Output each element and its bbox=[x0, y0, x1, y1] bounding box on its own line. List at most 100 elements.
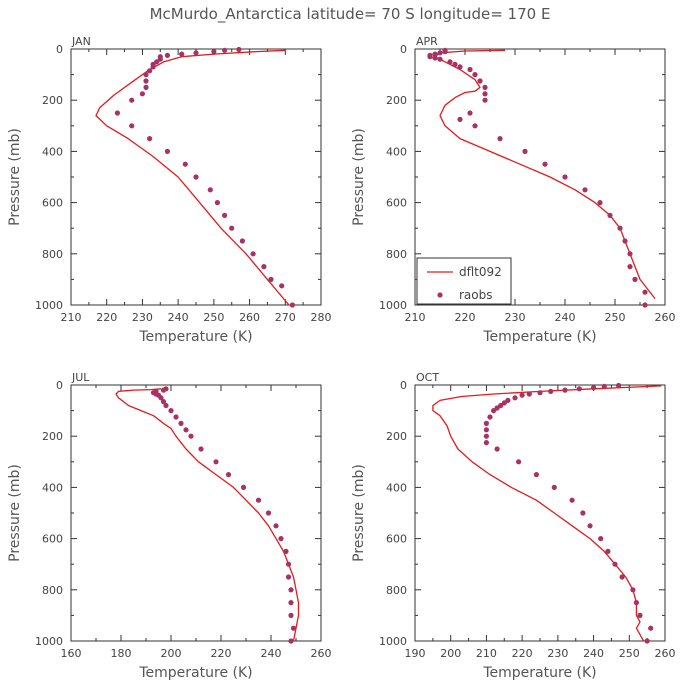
x-tick-label: 240 bbox=[261, 647, 282, 660]
data-point-raobs bbox=[129, 97, 135, 103]
data-point-raobs bbox=[188, 433, 194, 439]
data-point-raobs bbox=[198, 446, 204, 452]
data-point-raobs bbox=[580, 510, 586, 516]
legend-label-model: dflt092 bbox=[459, 265, 502, 279]
x-tick-label: 270 bbox=[275, 311, 296, 324]
data-point-raobs bbox=[457, 64, 463, 70]
data-point-raobs bbox=[516, 459, 522, 465]
series-line-dflt092 bbox=[115, 388, 300, 642]
data-point-raobs bbox=[526, 391, 532, 397]
data-point-raobs bbox=[432, 55, 438, 61]
data-point-raobs bbox=[279, 283, 285, 289]
data-point-raobs bbox=[642, 302, 648, 308]
data-point-raobs bbox=[447, 59, 453, 65]
data-point-raobs bbox=[288, 587, 294, 593]
panel-label: JUL bbox=[71, 371, 90, 384]
data-point-raobs bbox=[482, 91, 488, 97]
data-point-raobs bbox=[477, 78, 483, 84]
panel-apr: 210 220 230 240 250 260 0 200 400 600 800 1000 APR Te… bbox=[351, 35, 676, 345]
data-point-raobs bbox=[236, 46, 242, 53]
x-tick-label: 200 bbox=[161, 647, 182, 660]
x-tick-label: 210 bbox=[61, 311, 82, 324]
data-point-raobs bbox=[154, 59, 160, 65]
data-point-raobs bbox=[644, 638, 650, 644]
data-point-raobs bbox=[442, 47, 448, 53]
data-point-raobs bbox=[239, 238, 245, 244]
x-tick-label: 230 bbox=[505, 311, 526, 324]
data-point-raobs bbox=[164, 148, 170, 154]
data-point-raobs bbox=[129, 123, 135, 129]
data-point-raobs bbox=[157, 54, 163, 60]
data-point-raobs bbox=[114, 110, 120, 116]
y-tick-label: 200 bbox=[42, 94, 63, 107]
y-tick-label: 0 bbox=[56, 379, 63, 392]
data-point-raobs bbox=[637, 612, 643, 619]
data-point-raobs bbox=[598, 536, 604, 542]
panel-jan: 210 220 230 240 250 260 270 280 0 200 400 600 800 100… bbox=[7, 35, 332, 345]
x-tick-label: 200 bbox=[440, 647, 461, 660]
data-point-raobs bbox=[472, 72, 478, 78]
data-point-raobs bbox=[483, 420, 489, 426]
y-tick-label: 600 bbox=[386, 533, 407, 546]
y-tick-label: 400 bbox=[42, 481, 63, 494]
x-tick-label: 230 bbox=[547, 647, 568, 660]
data-point-raobs bbox=[290, 625, 297, 631]
x-axis-label: Temperature (K) bbox=[138, 665, 252, 681]
data-point-raobs bbox=[519, 392, 525, 398]
x-tick-label: 240 bbox=[583, 647, 604, 660]
data-point-raobs bbox=[163, 402, 169, 409]
data-point-raobs bbox=[482, 97, 488, 103]
y-tick-label: 200 bbox=[386, 430, 407, 443]
panel-label: OCT bbox=[416, 371, 439, 384]
x-axis-label: Temperature (K) bbox=[138, 329, 252, 345]
data-point-raobs bbox=[183, 427, 189, 433]
data-point-raobs bbox=[240, 484, 247, 490]
x-tick-label: 280 bbox=[311, 311, 332, 324]
data-point-raobs bbox=[548, 388, 554, 394]
x-tick-label: 210 bbox=[405, 311, 426, 324]
data-point-raobs bbox=[483, 427, 489, 433]
data-point-raobs bbox=[562, 174, 568, 180]
y-tick-label: 1000 bbox=[379, 299, 407, 312]
plot-frame bbox=[70, 384, 322, 642]
data-point-raobs bbox=[273, 523, 279, 529]
data-point-raobs bbox=[633, 600, 640, 606]
panel-jul: 160 180 200 220 240 260 0 200 400 600 800 1000 JUL Te… bbox=[7, 371, 332, 681]
x-axis-label: Temperature (K) bbox=[482, 665, 596, 681]
x-tick-label: 160 bbox=[61, 647, 82, 660]
data-point-raobs bbox=[616, 382, 622, 389]
data-point-raobs bbox=[619, 574, 625, 580]
legend-label-obs: raobs bbox=[459, 288, 493, 302]
y-tick-label: 0 bbox=[400, 379, 407, 392]
x-tick-label: 220 bbox=[512, 647, 533, 660]
data-point-raobs bbox=[597, 200, 603, 206]
panel-label: JAN bbox=[71, 35, 91, 48]
data-point-raobs bbox=[498, 402, 504, 409]
data-point-raobs bbox=[160, 399, 167, 405]
y-tick-label: 600 bbox=[42, 533, 63, 546]
data-point-raobs bbox=[537, 390, 543, 396]
y-tick-label: 400 bbox=[386, 481, 407, 494]
y-tick-label: 800 bbox=[42, 248, 63, 261]
data-point-raobs bbox=[457, 116, 463, 122]
data-point-raobs bbox=[265, 510, 272, 516]
data-point-raobs bbox=[576, 386, 582, 392]
legend: dflt092 raobs bbox=[416, 257, 512, 305]
data-point-raobs bbox=[147, 136, 153, 142]
data-point-raobs bbox=[617, 225, 623, 231]
y-tick-label: 600 bbox=[42, 197, 63, 210]
y-axis-label: Pressure (mb) bbox=[7, 128, 23, 226]
plot-frame bbox=[414, 384, 666, 642]
data-point-raobs bbox=[222, 212, 228, 218]
data-point-raobs bbox=[164, 52, 170, 59]
data-point-raobs bbox=[178, 420, 184, 426]
x-tick-label: 250 bbox=[619, 647, 640, 660]
data-point-raobs bbox=[207, 187, 213, 193]
y-tick-label: 1000 bbox=[379, 635, 407, 648]
y-tick-label: 0 bbox=[56, 43, 63, 56]
y-tick-label: 400 bbox=[386, 145, 407, 158]
data-point-raobs bbox=[193, 50, 199, 56]
x-tick-label: 250 bbox=[605, 311, 626, 324]
data-point-raobs bbox=[632, 276, 638, 282]
